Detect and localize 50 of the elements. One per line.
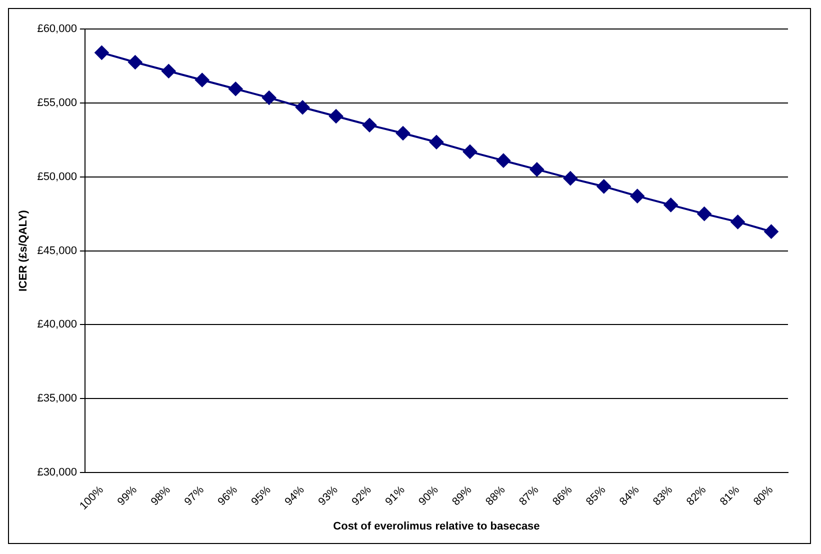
x-tick-label: 84%	[618, 484, 642, 508]
point	[94, 46, 109, 60]
point	[429, 135, 444, 150]
x-tick-label: 96%	[216, 484, 240, 508]
point	[228, 82, 243, 96]
point	[730, 214, 745, 229]
point	[496, 154, 510, 168]
point	[362, 118, 377, 132]
x-tick-label: 90%	[416, 484, 441, 508]
point	[530, 162, 544, 176]
point	[664, 198, 678, 212]
y-tick-label: £50,000	[37, 170, 77, 183]
point	[296, 100, 310, 114]
x-axis-title: Cost of everolimus relative to basecase	[333, 520, 540, 532]
y-tick-label: £40,000	[37, 318, 77, 331]
point	[162, 64, 176, 78]
x-tick-label: 94%	[282, 484, 307, 508]
y-axis-title: ICER (£s/QALY)	[18, 210, 30, 292]
y-tick-label: £55,000	[37, 96, 77, 109]
x-tick-label: 93%	[316, 484, 340, 508]
y-tick-label: £45,000	[37, 244, 77, 257]
point	[563, 171, 578, 186]
point	[630, 189, 644, 204]
x-tick-label: 98%	[148, 484, 174, 508]
point	[764, 224, 778, 239]
y-tick-label: £60,000	[37, 23, 77, 36]
x-tick-label: 89%	[450, 484, 474, 508]
x-tick-label: 97%	[182, 484, 207, 508]
point	[462, 144, 477, 159]
point	[596, 179, 611, 194]
point	[396, 126, 410, 140]
y-tick-label: £30,000	[37, 466, 77, 479]
x-tick-label: 80%	[751, 484, 776, 508]
point	[329, 109, 344, 124]
x-tick-label: 81%	[718, 484, 742, 508]
point	[262, 90, 276, 105]
point	[128, 55, 142, 70]
x-tick-label: 85%	[584, 484, 608, 508]
y-tick-label: £35,000	[37, 392, 77, 405]
x-tick-label: 83%	[651, 484, 676, 508]
x-tick-label: 82%	[684, 484, 709, 508]
x-tick-label: 95%	[249, 484, 274, 508]
x-tick-label: 86%	[550, 484, 575, 508]
point	[697, 206, 712, 221]
x-tick-label: 92%	[350, 484, 374, 508]
x-tick-label: 88%	[484, 484, 508, 508]
x-tick-label: 99%	[115, 484, 140, 508]
point	[195, 73, 210, 88]
x-tick-label: 91%	[383, 484, 408, 508]
x-tick-label: 87%	[517, 484, 542, 508]
